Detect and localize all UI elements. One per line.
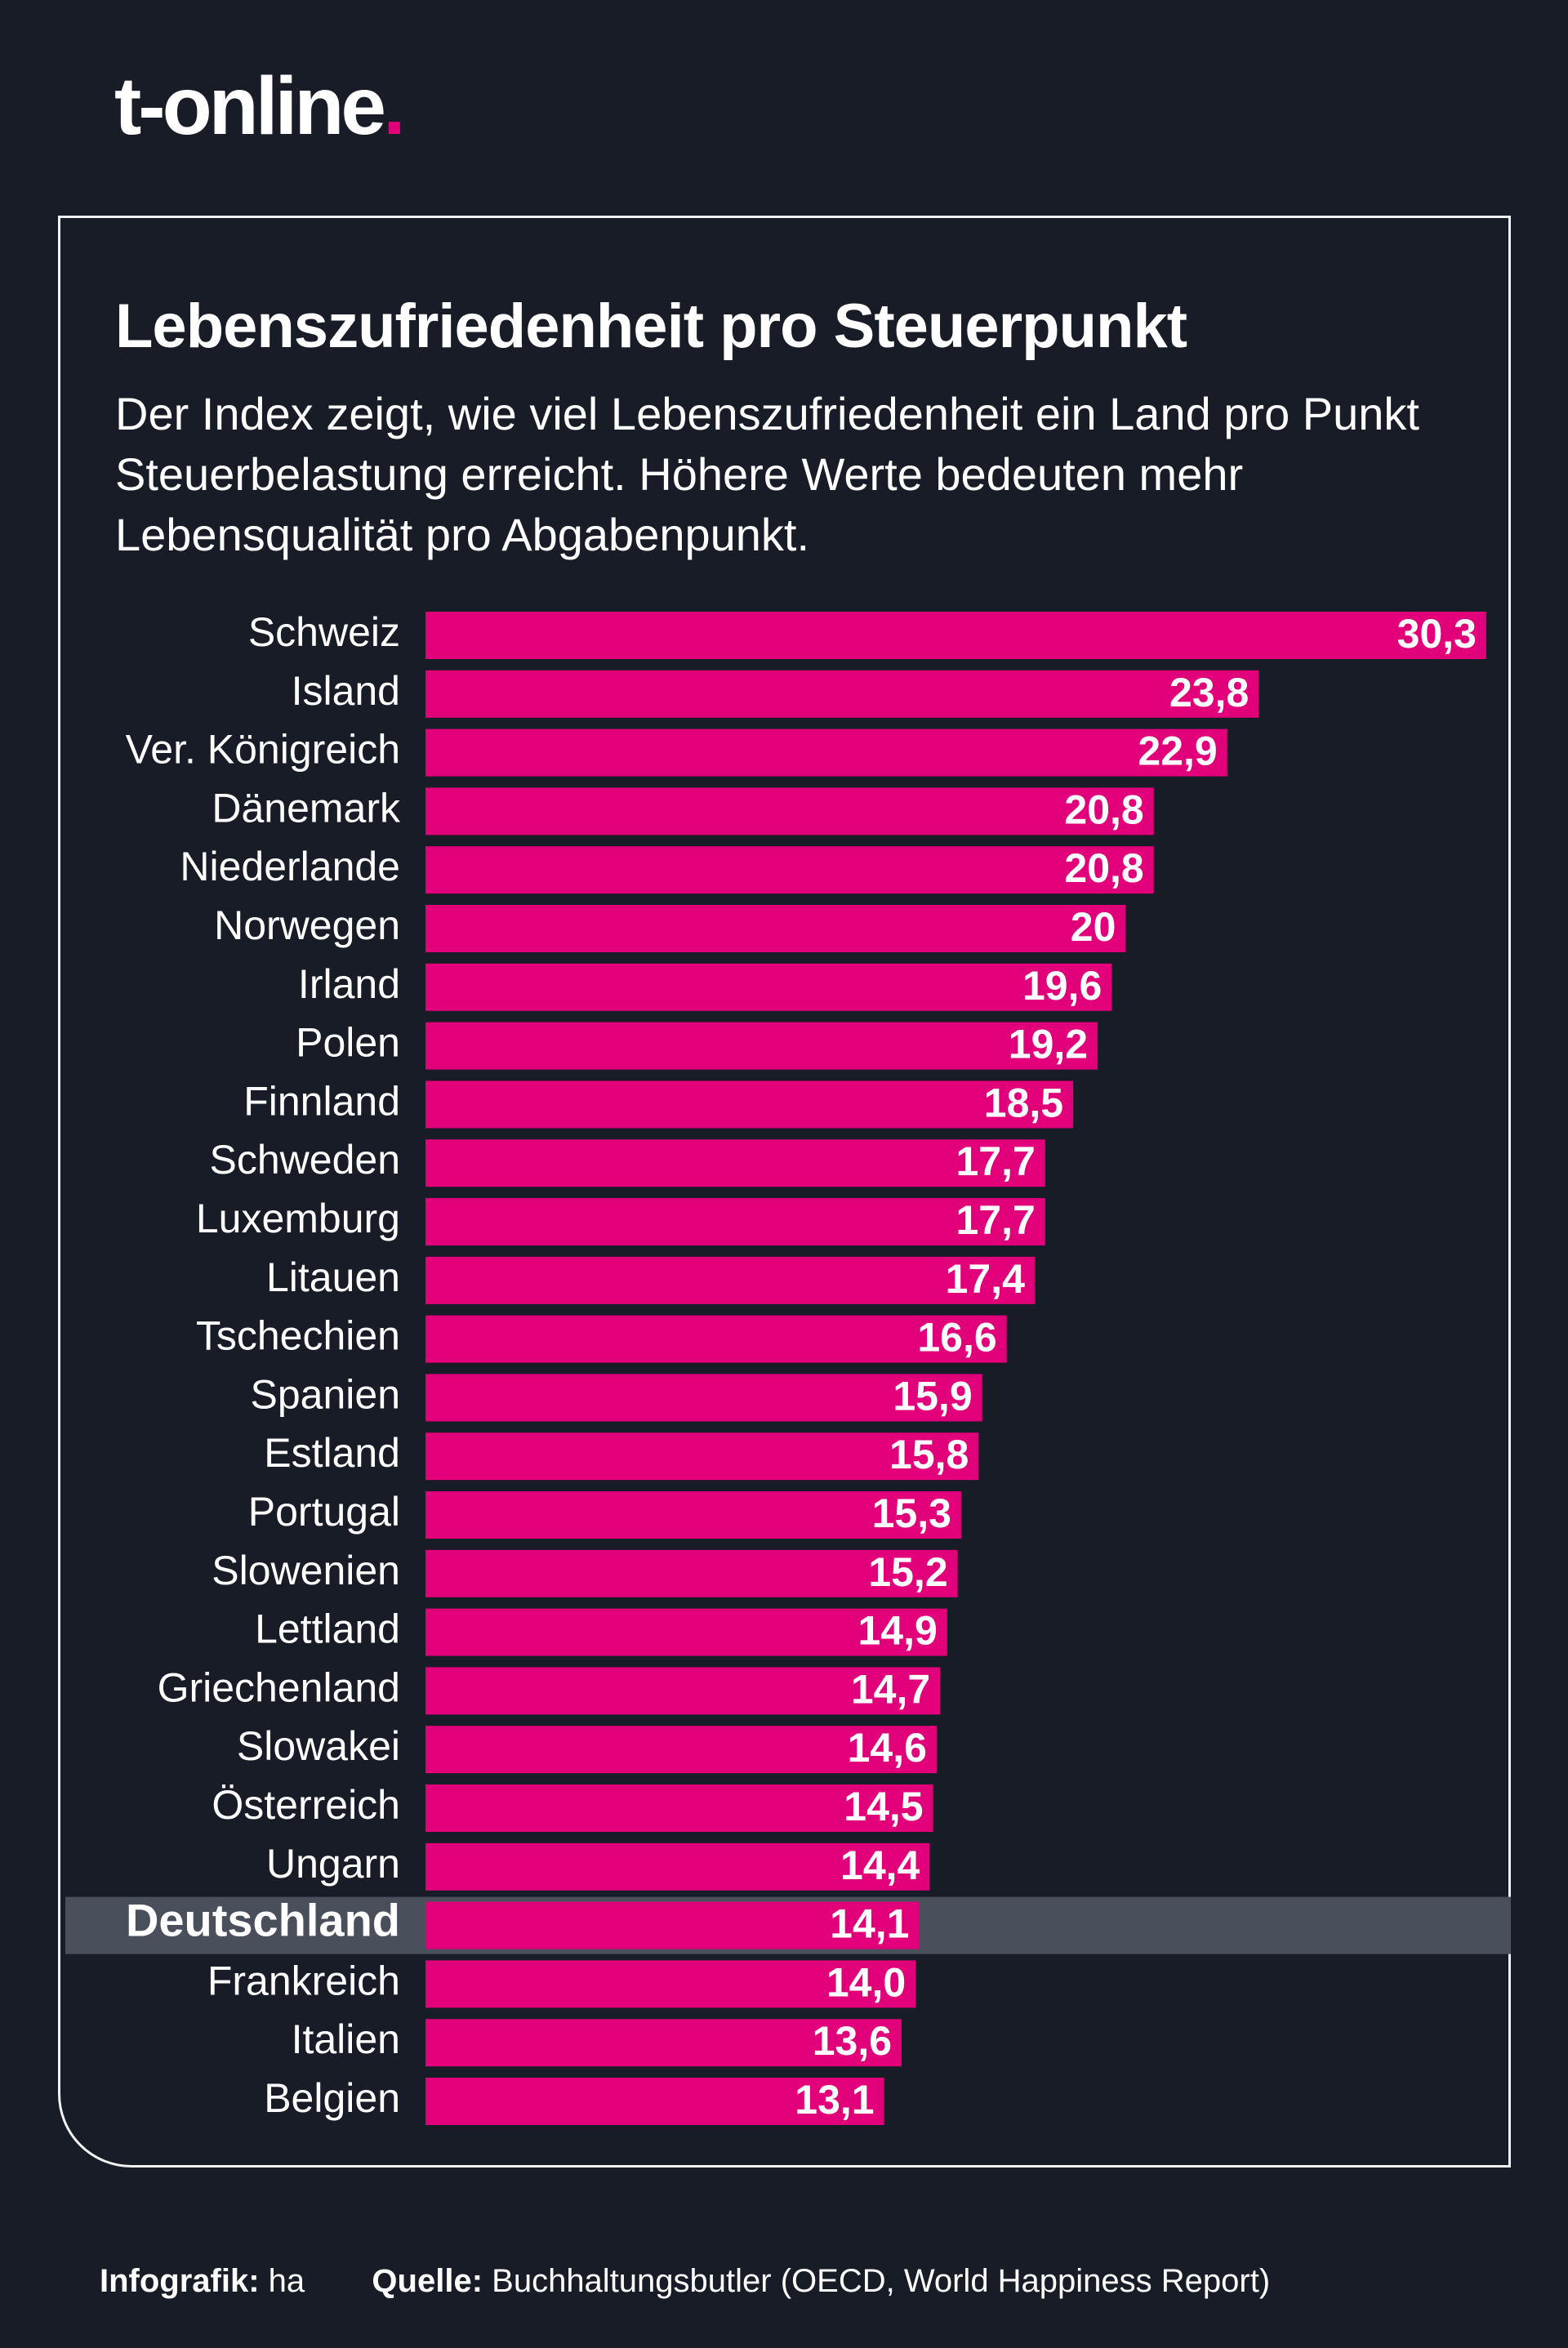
value-label-danemark: 20,8 bbox=[1064, 786, 1143, 832]
category-label-ungarn: Ungarn bbox=[266, 1841, 400, 1887]
bar-portugal bbox=[425, 1491, 961, 1539]
source-value: Buchhaltungsbutler (OECD, World Happines… bbox=[492, 2263, 1271, 2299]
bar-island bbox=[425, 670, 1259, 718]
category-label-litauen: Litauen bbox=[266, 1254, 400, 1300]
value-label-irland: 19,6 bbox=[1022, 963, 1102, 1009]
credit-label: Infografik: bbox=[100, 2263, 260, 2299]
bar-finnland bbox=[425, 1080, 1074, 1129]
category-label-norwegen: Norwegen bbox=[214, 902, 400, 948]
category-label-spanien: Spanien bbox=[251, 1371, 401, 1417]
chart-subtitle: Der Index zeigt, wie viel Lebenszufriede… bbox=[115, 388, 1419, 560]
category-label-osterreich: Österreich bbox=[212, 1782, 400, 1828]
bar-schweden bbox=[425, 1139, 1045, 1187]
bar-spanien bbox=[425, 1374, 982, 1422]
category-label-slowenien: Slowenien bbox=[212, 1548, 400, 1593]
value-label-belgien: 13,1 bbox=[795, 2077, 874, 2123]
value-label-polen: 19,2 bbox=[1009, 1022, 1088, 1067]
value-label-slowenien: 15,2 bbox=[868, 1549, 947, 1595]
bar-griechenland bbox=[425, 1667, 941, 1715]
category-label-belgien: Belgien bbox=[264, 2075, 400, 2121]
value-label-luxemburg: 17,7 bbox=[956, 1197, 1035, 1243]
bar-irland bbox=[425, 963, 1112, 1011]
category-label-tschechien: Tschechien bbox=[196, 1313, 400, 1359]
bar-tschechien bbox=[425, 1315, 1007, 1363]
value-label-griechenland: 14,7 bbox=[851, 1666, 930, 1712]
chart-title: Lebenszufriedenheit pro Steuerpunkt bbox=[115, 292, 1187, 361]
category-label-schweden: Schweden bbox=[210, 1137, 401, 1183]
category-label-finnland: Finnland bbox=[243, 1078, 400, 1124]
value-label-island: 23,8 bbox=[1169, 670, 1249, 715]
bar-belgien bbox=[425, 2078, 884, 2125]
category-label-deutschland: Deutschland bbox=[126, 1895, 400, 1946]
bar-litauen bbox=[425, 1256, 1035, 1304]
bar-schweiz bbox=[425, 612, 1486, 659]
bar-slowakei bbox=[425, 1726, 937, 1774]
bar-norwegen bbox=[425, 905, 1126, 952]
value-label-estland: 15,8 bbox=[889, 1432, 969, 1477]
category-label-slowakei: Slowakei bbox=[237, 1723, 400, 1769]
bar-estland bbox=[425, 1432, 979, 1481]
value-label-osterreich: 14,5 bbox=[844, 1784, 923, 1829]
bar-ver-konigreich bbox=[425, 728, 1227, 777]
value-label-schweden: 17,7 bbox=[956, 1138, 1035, 1184]
value-label-norwegen: 20 bbox=[1071, 904, 1116, 950]
value-label-portugal: 15,3 bbox=[872, 1490, 951, 1536]
bar-lettland bbox=[425, 1608, 947, 1656]
brand-name: t-online bbox=[114, 60, 386, 152]
value-label-deutschland: 14,1 bbox=[830, 1901, 909, 1947]
category-label-schweiz: Schweiz bbox=[248, 609, 400, 655]
value-label-spanien: 15,9 bbox=[893, 1373, 972, 1419]
bar-italien bbox=[425, 2019, 902, 2067]
bar-slowenien bbox=[425, 1549, 958, 1597]
brand-logo: t-online. bbox=[114, 65, 406, 147]
bar-luxemburg bbox=[425, 1198, 1045, 1245]
category-label-frankreich: Frankreich bbox=[207, 1958, 400, 2003]
value-label-schweiz: 30,3 bbox=[1397, 611, 1477, 657]
value-label-litauen: 17,4 bbox=[946, 1256, 1026, 1302]
value-label-lettland: 14,9 bbox=[858, 1608, 937, 1654]
category-label-ver-konigreich: Ver. Königreich bbox=[126, 727, 400, 773]
category-label-irland: Irland bbox=[298, 961, 400, 1007]
value-label-ver-konigreich: 22,9 bbox=[1138, 728, 1217, 774]
category-label-luxemburg: Luxemburg bbox=[196, 1196, 400, 1241]
value-label-slowakei: 14,6 bbox=[848, 1725, 927, 1771]
bar-polen bbox=[425, 1022, 1098, 1070]
category-label-lettland: Lettland bbox=[255, 1606, 400, 1652]
category-label-griechenland: Griechenland bbox=[158, 1664, 400, 1710]
bar-frankreich bbox=[425, 1960, 916, 2008]
value-label-niederlande: 20,8 bbox=[1064, 845, 1143, 891]
category-label-polen: Polen bbox=[296, 1020, 400, 1066]
value-label-ungarn: 14,4 bbox=[840, 1842, 920, 1888]
value-label-frankreich: 14,0 bbox=[826, 1959, 906, 2005]
bar-deutschland bbox=[425, 1901, 920, 1949]
brand-dot: . bbox=[383, 60, 406, 152]
bar-niederlande bbox=[425, 846, 1154, 894]
value-label-tschechien: 16,6 bbox=[917, 1315, 996, 1361]
chart-panel bbox=[58, 216, 1511, 2168]
credit-value: ha bbox=[268, 2263, 305, 2299]
category-label-island: Island bbox=[292, 668, 400, 714]
value-label-finnland: 18,5 bbox=[984, 1080, 1063, 1125]
footer: Infografik: ha Quelle: Buchhaltungsbutle… bbox=[100, 2263, 1270, 2300]
value-label-italien: 13,6 bbox=[813, 2018, 892, 2064]
category-label-estland: Estland bbox=[264, 1430, 400, 1476]
category-label-italien: Italien bbox=[292, 2016, 400, 2062]
source-label: Quelle: bbox=[372, 2263, 483, 2299]
category-label-niederlande: Niederlande bbox=[180, 844, 400, 889]
category-label-portugal: Portugal bbox=[248, 1489, 400, 1535]
bar-osterreich bbox=[425, 1784, 933, 1832]
bar-ungarn bbox=[425, 1842, 930, 1891]
bar-danemark bbox=[425, 787, 1154, 835]
category-label-danemark: Dänemark bbox=[212, 785, 401, 831]
